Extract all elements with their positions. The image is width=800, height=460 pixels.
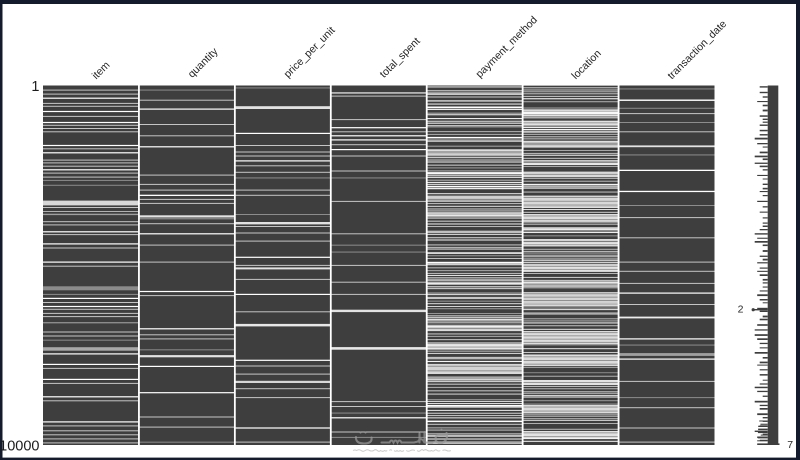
svg-text:1: 1 xyxy=(31,79,39,95)
svg-text:7: 7 xyxy=(787,439,793,451)
svg-text:10000: 10000 xyxy=(0,439,40,455)
svg-text:2: 2 xyxy=(738,304,744,316)
